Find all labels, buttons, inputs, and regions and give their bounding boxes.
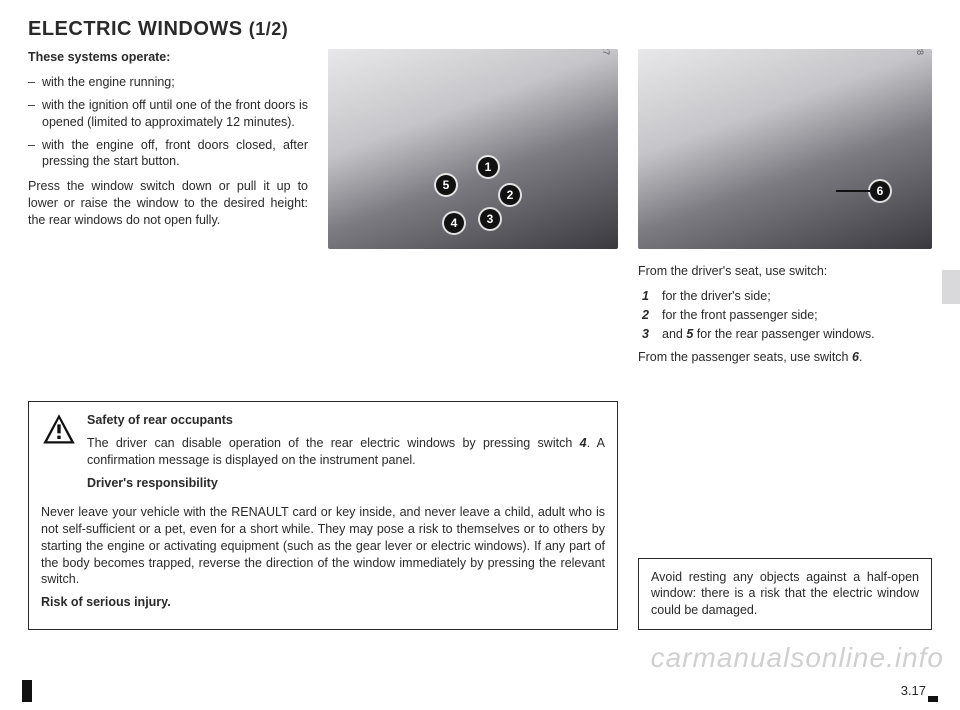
operate-item: with the ignition off until one of the f… <box>28 97 308 131</box>
crop-mark-left <box>22 680 32 702</box>
title-main: ELECTRIC WINDOWS <box>28 18 243 40</box>
warning-h1: Safety of rear occupants <box>87 412 605 429</box>
warning-p2: Never leave your vehicle with the RENAUL… <box>41 504 605 588</box>
callout-2: 2 <box>500 185 520 205</box>
operate-item: with the engine running; <box>28 74 308 91</box>
col-right: 50028 6 From the driver's seat, use swit… <box>638 49 932 373</box>
note-wrap: Avoid resting any objects against a half… <box>638 401 932 630</box>
callout-4: 4 <box>444 213 464 233</box>
callout-lead <box>836 190 870 192</box>
switch-list: 1for the driver's side; 2for the front p… <box>638 288 932 343</box>
callout-1: 1 <box>478 157 498 177</box>
warning-top-text: Safety of rear occupants The driver can … <box>87 412 605 498</box>
warning-p3: Risk of serious injury. <box>41 594 605 611</box>
passenger-seat-text: From the passenger seats, use switch 6. <box>638 349 932 366</box>
photo-passenger-door: 50028 6 <box>638 49 932 249</box>
warning-box: Safety of rear occupants The driver can … <box>28 401 618 630</box>
operate-para: Press the window switch down or pull it … <box>28 178 308 229</box>
photo-id: 50028 <box>914 49 926 55</box>
warning-header: Safety of rear occupants The driver can … <box>41 412 605 498</box>
page-title: ELECTRIC WINDOWS (1/2) <box>28 18 932 41</box>
col-left: These systems operate: with the engine r… <box>28 49 308 373</box>
watermark: carmanualsonline.info <box>651 642 944 674</box>
warning-wrap: Safety of rear occupants The driver can … <box>28 401 618 630</box>
title-part: (1/2) <box>249 19 289 39</box>
crop-mark-right <box>928 696 938 702</box>
callout-3: 3 <box>480 209 500 229</box>
warning-p1: The driver can disable operation of the … <box>87 435 605 469</box>
callout-6: 6 <box>870 181 890 201</box>
thumb-index <box>942 270 960 304</box>
photo-driver-door: 50027 1 2 3 4 5 <box>328 49 618 249</box>
note-box: Avoid resting any objects against a half… <box>638 558 932 631</box>
warning-h2: Driver's responsibility <box>87 475 605 492</box>
switch-item: 2for the front passenger side; <box>638 307 932 324</box>
lower-row: Safety of rear occupants The driver can … <box>28 401 932 630</box>
driver-seat-lead: From the driver's seat, use switch: <box>638 263 932 280</box>
operate-list: with the engine running; with the igniti… <box>28 74 308 170</box>
warning-icon <box>41 412 77 448</box>
note-text: Avoid resting any objects against a half… <box>651 570 919 618</box>
switch-item: 1for the driver's side; <box>638 288 932 305</box>
operate-item: with the engine off, front doors closed,… <box>28 137 308 171</box>
photo-id: 50027 <box>600 49 612 55</box>
operate-lead: These systems operate: <box>28 49 308 66</box>
page-number: 3.17 <box>901 683 926 698</box>
col-mid: 50027 1 2 3 4 5 <box>328 49 618 373</box>
switch-item: 3and 5 for the rear passenger windows. <box>638 326 932 343</box>
manual-page: ELECTRIC WINDOWS (1/2) These systems ope… <box>0 0 960 710</box>
callout-5: 5 <box>436 175 456 195</box>
columns: These systems operate: with the engine r… <box>28 49 932 373</box>
